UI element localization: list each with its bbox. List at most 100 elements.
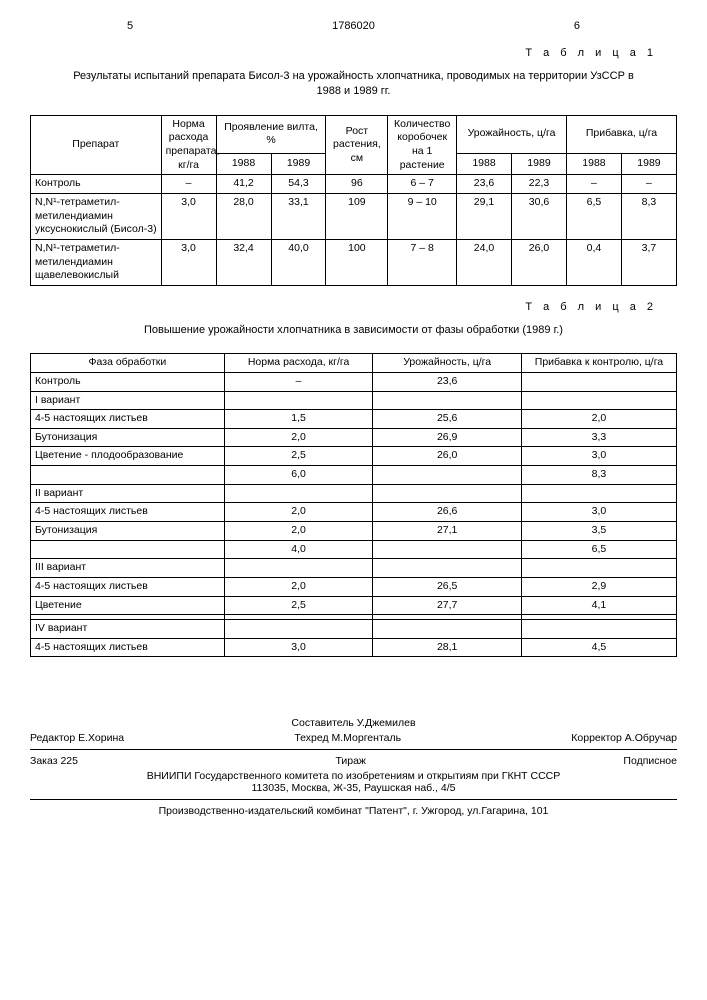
h-box: Количество коробочек на 1 растение bbox=[388, 115, 457, 175]
cell: 109 bbox=[326, 193, 388, 239]
cell: 3,0 bbox=[521, 503, 676, 522]
cell: 40,0 bbox=[271, 239, 326, 285]
tech: Техред М.Моргенталь bbox=[294, 732, 401, 744]
table1-caption: Результаты испытаний препарата Бисол-3 н… bbox=[70, 69, 637, 100]
t2h4: Прибавка к контролю, ц/га bbox=[521, 354, 676, 373]
cell: 3,5 bbox=[521, 521, 676, 540]
cell bbox=[373, 559, 522, 578]
cell bbox=[373, 484, 522, 503]
cell: 6 – 7 bbox=[388, 175, 457, 194]
cell: 27,1 bbox=[373, 521, 522, 540]
cell bbox=[224, 620, 373, 639]
y88b: 1988 bbox=[457, 153, 512, 175]
cell: 100 bbox=[326, 239, 388, 285]
cell: 23,6 bbox=[457, 175, 512, 194]
cell: 3,0 bbox=[161, 193, 216, 239]
cell: 0,4 bbox=[566, 239, 621, 285]
cell: 29,1 bbox=[457, 193, 512, 239]
cell: 41,2 bbox=[216, 175, 271, 194]
y89b: 1989 bbox=[512, 153, 567, 175]
cell: 8,3 bbox=[521, 466, 676, 485]
cell: 4-5 настоящих листьев bbox=[31, 577, 225, 596]
cell: 2,0 bbox=[224, 428, 373, 447]
tirazh: Тираж bbox=[335, 755, 366, 767]
cell: 3,0 bbox=[521, 447, 676, 466]
org: ВНИИПИ Государственного комитета по изоб… bbox=[30, 770, 677, 782]
cell: 22,3 bbox=[512, 175, 567, 194]
table2-label: Т а б л и ц а 2 bbox=[30, 301, 657, 313]
cell: – bbox=[224, 372, 373, 391]
cell: 2,9 bbox=[521, 577, 676, 596]
cell: – bbox=[161, 175, 216, 194]
cell: 26,0 bbox=[373, 447, 522, 466]
h-vilt: Проявление вилта, % bbox=[216, 115, 326, 153]
compiler: Составитель У.Джемилев bbox=[30, 717, 677, 729]
sub: Подписное bbox=[623, 755, 677, 767]
cell: 3,0 bbox=[224, 638, 373, 657]
cell: 54,3 bbox=[271, 175, 326, 194]
cell bbox=[521, 372, 676, 391]
cell: N,N¹-тетраметил-метилендиамин щавелевоки… bbox=[31, 239, 162, 285]
cell bbox=[224, 484, 373, 503]
table2: Фаза обработки Норма расхода, кг/га Урож… bbox=[30, 353, 677, 657]
cell: 26,5 bbox=[373, 577, 522, 596]
cell: 6,5 bbox=[566, 193, 621, 239]
y89c: 1989 bbox=[621, 153, 676, 175]
cell: 1,5 bbox=[224, 410, 373, 429]
cell bbox=[31, 540, 225, 559]
cell: 2,5 bbox=[224, 596, 373, 615]
cell: 4-5 настоящих листьев bbox=[31, 503, 225, 522]
cell bbox=[521, 559, 676, 578]
h-add: Прибавка, ц/га bbox=[566, 115, 676, 153]
cell bbox=[521, 620, 676, 639]
cell: 23,6 bbox=[373, 372, 522, 391]
page-right: 6 bbox=[574, 20, 580, 32]
t2h1: Фаза обработки bbox=[31, 354, 225, 373]
table1: Препарат Норма расхода препарата, кг/га … bbox=[30, 115, 677, 286]
cell: 2,0 bbox=[224, 503, 373, 522]
cell: 2,0 bbox=[521, 410, 676, 429]
cell: 32,4 bbox=[216, 239, 271, 285]
cell: Бутонизация bbox=[31, 521, 225, 540]
cell: I вариант bbox=[31, 391, 225, 410]
cell: 4-5 настоящих листьев bbox=[31, 410, 225, 429]
cell: Бутонизация bbox=[31, 428, 225, 447]
editor: Редактор Е.Хорина bbox=[30, 732, 124, 744]
cell: 33,1 bbox=[271, 193, 326, 239]
cell bbox=[373, 466, 522, 485]
cell: 3,3 bbox=[521, 428, 676, 447]
cell bbox=[521, 484, 676, 503]
cell: 28,1 bbox=[373, 638, 522, 657]
cell: 9 – 10 bbox=[388, 193, 457, 239]
page-numbers: 5 1786020 6 bbox=[127, 20, 580, 32]
h-yield: Урожайность, ц/га bbox=[457, 115, 567, 153]
footer: Составитель У.Джемилев Редактор Е.Хорина… bbox=[30, 717, 677, 817]
h-rost: Рост растения, см bbox=[326, 115, 388, 175]
cell: 96 bbox=[326, 175, 388, 194]
cell: Цветение - плодообразование bbox=[31, 447, 225, 466]
cell: Цветение bbox=[31, 596, 225, 615]
cell: 25,6 bbox=[373, 410, 522, 429]
cell: 3,7 bbox=[621, 239, 676, 285]
cell: 4,0 bbox=[224, 540, 373, 559]
cell: N,N¹-тетраметил-метилендиамин уксуснокис… bbox=[31, 193, 162, 239]
cell bbox=[224, 559, 373, 578]
cell: 26,9 bbox=[373, 428, 522, 447]
cell: 28,0 bbox=[216, 193, 271, 239]
page-left: 5 bbox=[127, 20, 133, 32]
table1-label: Т а б л и ц а 1 bbox=[30, 47, 657, 59]
addr: 113035, Москва, Ж-35, Раушская наб., 4/5 bbox=[30, 782, 677, 794]
h-prep: Препарат bbox=[31, 115, 162, 175]
cell bbox=[373, 620, 522, 639]
cell: – bbox=[621, 175, 676, 194]
order: Заказ 225 bbox=[30, 755, 78, 767]
doc-number: 1786020 bbox=[332, 20, 375, 32]
cell: 2,0 bbox=[224, 577, 373, 596]
cell: 3,0 bbox=[161, 239, 216, 285]
t2h2: Норма расхода, кг/га bbox=[224, 354, 373, 373]
cell: 2,5 bbox=[224, 447, 373, 466]
cell: Контроль bbox=[31, 175, 162, 194]
y88c: 1988 bbox=[566, 153, 621, 175]
cell: 4,1 bbox=[521, 596, 676, 615]
corrector: Корректор А.Обручар bbox=[571, 732, 677, 744]
